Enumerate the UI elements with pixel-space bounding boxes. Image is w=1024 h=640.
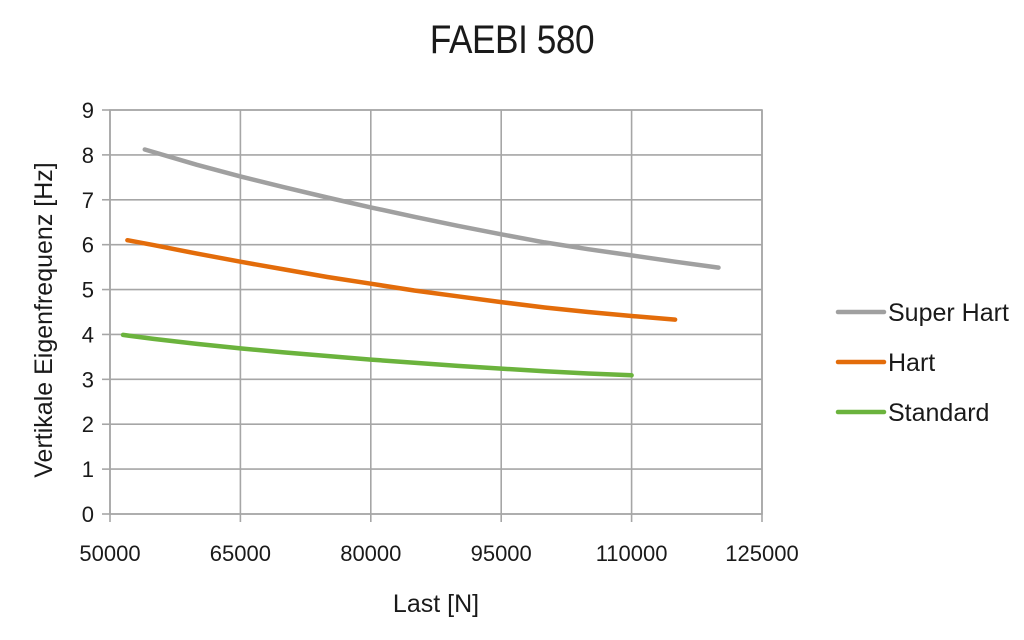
series-line-standard [120,332,634,378]
y-tick-label: 9 [82,98,94,123]
legend-label: Standard [888,399,989,427]
series-line-hart [125,237,678,322]
x-tick-label: 65000 [210,541,271,566]
y-tick-label: 8 [82,143,94,168]
y-tick-label: 4 [82,322,94,347]
y-tick-label: 6 [82,233,94,258]
x-tick-label: 110000 [596,541,668,566]
y-tick-label: 1 [82,457,94,482]
x-tick-label: 80000 [340,541,401,566]
legend-label: Hart [888,349,935,377]
x-tick-label: 50000 [79,541,140,566]
chart-title: FAEBI 580 [429,18,595,62]
x-tick-label: 125000 [725,541,798,566]
series-line-super-hart [142,147,721,270]
y-tick-label: 0 [82,502,94,527]
y-tick-label: 3 [82,367,94,392]
y-axis-title: Vertikale Eigenfrequenz [Hz] [30,162,58,477]
plot-frame [109,109,763,515]
y-tick-label: 2 [82,412,94,437]
y-tick-label: 7 [82,188,94,213]
x-axis-title: Last [N] [393,590,479,618]
legend-label: Super Hart [888,299,1009,327]
y-tick-label: 5 [82,278,94,303]
x-tick-label: 95000 [471,541,532,566]
